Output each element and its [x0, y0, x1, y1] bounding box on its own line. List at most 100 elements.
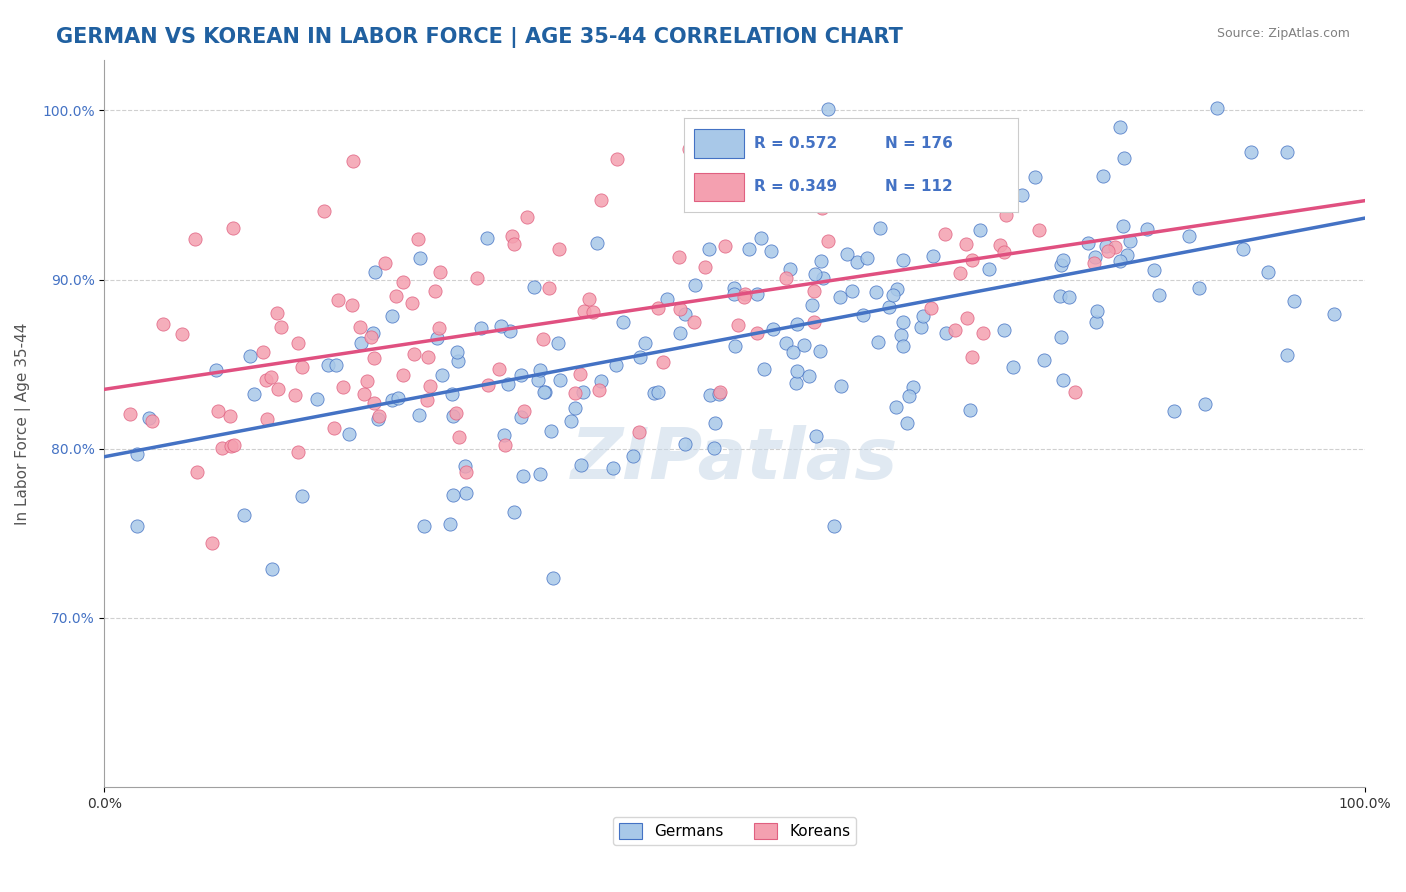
- Point: [988, 237, 1011, 252]
- Point: [704, 416, 727, 430]
- Point: [572, 304, 595, 318]
- Point: [890, 327, 912, 342]
- Point: [1177, 229, 1199, 244]
- Point: [959, 403, 981, 417]
- Point: [787, 172, 810, 186]
- Point: [745, 286, 768, 301]
- Point: [898, 388, 921, 402]
- Point: [270, 320, 292, 334]
- Point: [647, 384, 669, 399]
- Point: [172, 326, 194, 341]
- Point: [828, 290, 851, 304]
- Point: [564, 401, 586, 415]
- Point: [537, 281, 560, 295]
- Point: [291, 360, 314, 375]
- Point: [1116, 248, 1139, 262]
- Point: [709, 384, 731, 399]
- Point: [835, 246, 858, 260]
- Point: [239, 349, 262, 363]
- Point: [1257, 265, 1279, 279]
- Point: [342, 153, 364, 168]
- Point: [491, 319, 513, 334]
- Point: [823, 519, 845, 533]
- Point: [381, 393, 404, 408]
- Point: [1084, 251, 1107, 265]
- Point: [723, 280, 745, 294]
- Point: [416, 350, 439, 364]
- Point: [696, 131, 718, 145]
- Point: [1049, 258, 1071, 272]
- Point: [627, 425, 650, 440]
- Point: [869, 221, 891, 235]
- Point: [488, 361, 510, 376]
- Point: [540, 424, 562, 438]
- Point: [207, 404, 229, 418]
- Point: [368, 409, 391, 424]
- Point: [882, 288, 904, 302]
- Point: [935, 326, 957, 341]
- Point: [683, 315, 706, 329]
- Point: [786, 364, 808, 378]
- Point: [994, 194, 1017, 209]
- Point: [921, 249, 943, 263]
- Point: [440, 387, 463, 401]
- Point: [290, 489, 312, 503]
- Point: [668, 301, 690, 316]
- Point: [891, 339, 914, 353]
- Point: [817, 102, 839, 116]
- Point: [733, 290, 755, 304]
- Point: [419, 379, 441, 393]
- Point: [408, 409, 430, 423]
- Point: [502, 237, 524, 252]
- Point: [741, 151, 763, 165]
- Point: [811, 271, 834, 285]
- Point: [723, 339, 745, 353]
- Point: [1052, 252, 1074, 267]
- Point: [943, 323, 966, 337]
- Point: [1085, 303, 1108, 318]
- Point: [256, 412, 278, 426]
- Point: [531, 332, 554, 346]
- Point: [360, 330, 382, 344]
- Point: [628, 350, 651, 364]
- Point: [817, 235, 839, 249]
- Point: [669, 326, 692, 340]
- Point: [1112, 219, 1135, 233]
- Legend: Germans, Koreans: Germans, Koreans: [613, 817, 856, 845]
- Point: [1109, 120, 1132, 135]
- Point: [1024, 170, 1046, 185]
- Point: [707, 387, 730, 401]
- Point: [956, 310, 979, 325]
- Point: [782, 345, 804, 359]
- Point: [1077, 236, 1099, 251]
- Point: [578, 293, 600, 307]
- Point: [759, 244, 782, 258]
- Point: [287, 445, 309, 459]
- Point: [793, 192, 815, 206]
- Point: [523, 280, 546, 294]
- Point: [409, 251, 432, 265]
- Point: [1206, 101, 1229, 115]
- Point: [804, 429, 827, 443]
- Text: GERMAN VS KOREAN IN LABOR FORCE | AGE 35-44 CORRELATION CHART: GERMAN VS KOREAN IN LABOR FORCE | AGE 35…: [56, 27, 903, 48]
- Point: [454, 485, 477, 500]
- Point: [749, 231, 772, 245]
- Point: [591, 374, 613, 388]
- Point: [363, 351, 385, 365]
- Point: [1232, 242, 1254, 256]
- Point: [877, 300, 900, 314]
- Point: [591, 193, 613, 207]
- Point: [284, 387, 307, 401]
- Point: [446, 354, 468, 368]
- Point: [425, 284, 447, 298]
- Point: [723, 286, 745, 301]
- Point: [606, 152, 628, 166]
- Point: [1323, 307, 1346, 321]
- Point: [727, 318, 749, 332]
- Point: [602, 461, 624, 475]
- Point: [454, 459, 477, 474]
- Point: [1049, 289, 1071, 303]
- Point: [367, 411, 389, 425]
- Point: [841, 284, 863, 298]
- Point: [1282, 293, 1305, 308]
